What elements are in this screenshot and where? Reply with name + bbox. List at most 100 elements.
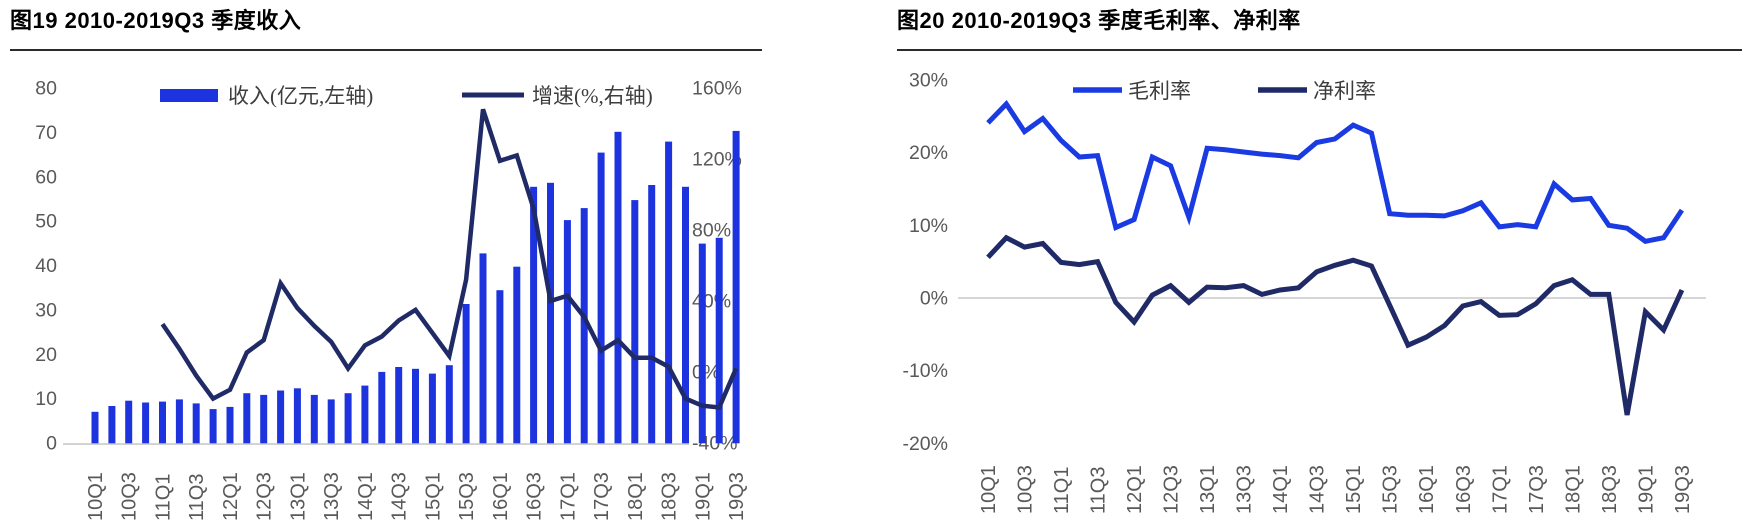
net-margin-line <box>986 234 1685 416</box>
axis-tick-label: 20% <box>909 142 948 164</box>
x-axis-quarter-label: 16Q1 <box>1416 465 1438 514</box>
revenue-bar <box>344 393 352 444</box>
x-axis-quarter-label: 13Q1 <box>287 472 309 521</box>
x-axis-quarter-label: 14Q1 <box>355 472 377 521</box>
x-axis-quarter-label: 19Q1 <box>1635 465 1657 514</box>
revenue-bar <box>445 365 453 444</box>
revenue-bar <box>310 394 318 444</box>
x-axis-quarter-label: 11Q1 <box>152 474 174 521</box>
legend-label: 增速(%,右轴) <box>532 84 653 108</box>
revenue-bar <box>226 406 234 444</box>
x-axis-quarter-label: 17Q3 <box>1526 465 1548 514</box>
revenue-bar <box>479 253 487 444</box>
revenue-bar <box>395 367 403 444</box>
x-axis-quarter-label: 15Q3 <box>1380 465 1402 514</box>
revenue-bar <box>732 130 740 444</box>
axis-tick-label: 40 <box>35 255 57 277</box>
figure20-title-rule <box>897 49 1742 51</box>
revenue-bar <box>665 141 673 444</box>
revenue-bar <box>175 399 183 444</box>
x-axis-quarter-label: 19Q3 <box>726 472 748 521</box>
x-axis-quarter-label: 18Q1 <box>625 472 647 521</box>
revenue-bar <box>715 237 723 444</box>
revenue-bar <box>563 220 571 444</box>
x-axis-quarter-label: 16Q3 <box>1453 465 1475 514</box>
revenue-bar <box>277 390 285 444</box>
gross-margin-line <box>986 100 1684 244</box>
legend-revenue-swatch <box>160 89 218 102</box>
legend-label: 收入(亿元,左轴) <box>228 84 373 108</box>
x-axis-quarter-label: 19Q3 <box>1672 465 1694 514</box>
x-axis-quarter-label: 12Q3 <box>1161 465 1183 514</box>
revenue-bar <box>698 243 706 444</box>
axis-tick-label: 10 <box>35 388 57 410</box>
axis-tick-label: 0% <box>920 287 948 309</box>
revenue-bar <box>428 373 436 444</box>
x-axis-quarter-label: 14Q1 <box>1270 465 1292 514</box>
revenue-bar <box>682 186 689 444</box>
x-axis-quarter-label: 12Q3 <box>254 472 276 521</box>
legend-label: 毛利率 <box>1128 79 1191 103</box>
revenue-bar <box>209 409 217 444</box>
revenue-bar <box>580 208 588 444</box>
x-axis-quarter-label: 12Q1 <box>1124 465 1146 514</box>
x-axis-quarter-label: 11Q3 <box>1088 467 1110 514</box>
figure20-title: 图20 2010-2019Q3 季度毛利率、净利率 <box>897 8 1301 33</box>
x-axis-quarter-label: 16Q1 <box>490 472 512 521</box>
x-axis-quarter-label: 14Q3 <box>389 472 411 521</box>
x-axis-quarter-label: 17Q1 <box>1489 465 1511 514</box>
axis-tick-label: 70 <box>35 122 57 144</box>
growth-line <box>160 108 739 410</box>
x-axis-quarter-label: 18Q3 <box>659 472 681 521</box>
revenue-bar <box>530 186 538 444</box>
revenue-bar <box>597 152 605 444</box>
revenue-bar <box>125 400 133 444</box>
x-axis-quarter-label: 15Q3 <box>456 472 478 521</box>
revenue-bar <box>361 385 369 444</box>
axis-tick-label: 80 <box>35 78 57 100</box>
axis-tick-label: -20% <box>902 433 948 455</box>
axis-tick-label: 50 <box>35 211 57 233</box>
x-axis-quarter-label: 17Q1 <box>557 472 579 521</box>
axis-tick-label: 120% <box>692 149 742 171</box>
revenue-bar <box>327 399 335 444</box>
axis-tick-label: 80% <box>692 220 731 242</box>
x-axis-quarter-label: 10Q1 <box>978 465 1000 514</box>
legend-label: 净利率 <box>1313 79 1376 103</box>
revenue-bar <box>142 402 150 444</box>
axis-tick-label: 30% <box>909 70 948 92</box>
figure19-title-rule <box>10 49 762 51</box>
revenue-bar <box>648 185 656 444</box>
x-axis-quarter-label: 14Q3 <box>1307 465 1329 514</box>
figure19-title: 图19 2010-2019Q3 季度收入 <box>10 8 302 33</box>
revenue-bar <box>378 371 386 444</box>
x-axis-quarter-label: 10Q3 <box>1015 465 1037 514</box>
axis-tick-label: 60 <box>35 166 57 188</box>
revenue-bar <box>547 182 554 444</box>
x-axis-quarter-label: 17Q3 <box>591 472 613 521</box>
axis-tick-label: 160% <box>692 78 742 100</box>
revenue-bar <box>631 200 639 444</box>
x-axis-quarter-label: 18Q1 <box>1562 465 1584 514</box>
revenue-bar <box>108 406 116 444</box>
axis-tick-label: 10% <box>909 215 948 237</box>
x-axis-quarter-label: 10Q1 <box>85 472 107 521</box>
x-axis-quarter-label: 19Q1 <box>692 472 714 521</box>
axis-tick-label: 30 <box>35 299 57 321</box>
x-axis-quarter-label: 13Q1 <box>1197 465 1219 514</box>
revenue-bar <box>496 290 504 444</box>
axis-tick-label: 0 <box>46 433 57 455</box>
x-axis-quarter-label: 15Q1 <box>422 472 444 521</box>
revenue-bar <box>412 368 419 444</box>
revenue-bar <box>91 411 99 444</box>
axis-tick-label: 20 <box>35 344 57 366</box>
axis-tick-label: -10% <box>902 360 948 382</box>
x-axis-quarter-label: 13Q3 <box>1234 465 1256 514</box>
x-axis-quarter-label: 18Q3 <box>1599 465 1621 514</box>
x-axis-quarter-label: 11Q1 <box>1051 467 1073 514</box>
axis-tick-label: 40% <box>692 291 731 313</box>
revenue-bar <box>293 388 301 444</box>
revenue-bar <box>243 393 251 444</box>
